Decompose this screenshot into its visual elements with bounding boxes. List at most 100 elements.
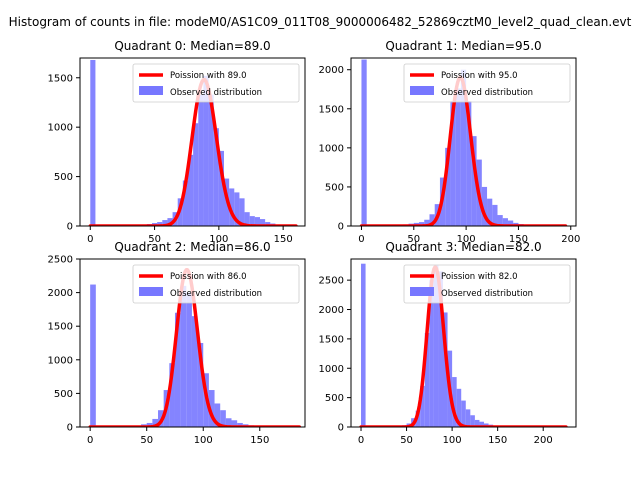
histogram-bar — [470, 415, 475, 427]
legend-box — [132, 63, 300, 103]
legend-box — [403, 63, 571, 103]
y-tick-label: 0 — [67, 222, 73, 233]
axes-frame — [350, 57, 577, 227]
y-tick-label: 2000 — [48, 288, 73, 299]
histogram-bar — [208, 390, 215, 427]
y-tick-label: 500 — [54, 172, 73, 183]
y-tick-label: 0 — [67, 423, 73, 434]
subplot-title: Quadrant 1: Median=95.0 — [385, 39, 541, 53]
x-tick-label: 200 — [534, 435, 553, 446]
legend-hist-label: Observed distribution — [170, 289, 262, 299]
x-tick-label: 150 — [250, 435, 269, 446]
subplot-title: Quadrant 3: Median=82.0 — [385, 240, 541, 254]
x-tick-label: 100 — [457, 234, 476, 245]
histogram-bar — [167, 218, 173, 226]
histogram-bar — [361, 263, 366, 427]
histogram-bar — [507, 220, 514, 226]
legend-curve-label: Poission with 95.0 — [441, 71, 518, 81]
legend-hist-label: Observed distribution — [441, 289, 533, 299]
x-tick-label: 150 — [509, 234, 528, 245]
legend-hist-swatch — [410, 86, 434, 95]
legend-hist-swatch — [410, 287, 434, 296]
figure-suptitle: Histogram of counts in file: modeM0/AS1C… — [9, 15, 632, 29]
y-tick-label: 1500 — [48, 322, 73, 333]
histogram-bar — [90, 284, 96, 427]
axes-frame — [79, 57, 306, 227]
y-tick-label: 500 — [54, 389, 73, 400]
histogram-bar — [234, 192, 240, 226]
histogram-bar — [450, 100, 456, 226]
histogram-bar — [438, 271, 444, 427]
histogram-bar — [229, 188, 235, 226]
legend-hist-swatch — [139, 86, 163, 95]
histogram-bar — [218, 150, 224, 226]
y-tick-label: 500 — [325, 182, 344, 193]
y-tick-label: 1000 — [48, 123, 73, 134]
legend-box — [403, 264, 571, 304]
x-tick-label: 50 — [140, 435, 153, 446]
histogram-bar — [225, 418, 232, 427]
histogram-bar — [502, 218, 508, 226]
histogram-bar — [198, 94, 204, 226]
plot-area — [88, 268, 305, 427]
y-tick-label: 2000 — [319, 65, 344, 76]
y-tick-label: 500 — [325, 393, 344, 404]
y-tick-label: 1000 — [48, 355, 73, 366]
histogram-bar — [474, 419, 480, 427]
histogram-bar — [244, 212, 250, 226]
histogram-bar — [361, 59, 367, 226]
x-tick-label: 100 — [194, 435, 213, 446]
histogram-bar — [182, 180, 188, 226]
histogram-bar — [429, 280, 434, 427]
axes-frame — [350, 258, 577, 428]
histogram-bar — [162, 220, 168, 226]
histogram-bar — [433, 265, 439, 427]
histogram-bar — [193, 123, 199, 226]
histogram-bar — [452, 377, 457, 427]
subplot-quadrant-3: 0 50 100 150 20005001000150020002500Quadrant… — [319, 240, 577, 446]
x-tick-label: 0 — [87, 234, 93, 245]
y-tick-label: 2000 — [319, 305, 344, 316]
x-tick-label: 150 — [488, 435, 507, 446]
y-tick-label: 1000 — [319, 143, 344, 154]
x-tick-label: 50 — [407, 234, 420, 245]
histogram-bar — [487, 198, 493, 226]
histogram-bar — [455, 88, 461, 226]
histogram-bar — [443, 312, 448, 427]
histogram-bar — [460, 69, 467, 226]
legend-hist-swatch — [139, 287, 163, 296]
histogram-bar — [465, 409, 471, 427]
subplot-title: Quadrant 0: Median=89.0 — [114, 39, 270, 53]
histogram-bar — [239, 198, 245, 226]
legend-curve-label: Poission with 82.0 — [441, 272, 518, 282]
histogram-bar — [415, 410, 421, 427]
histogram-bar — [424, 219, 430, 226]
histogram-bar — [231, 420, 238, 427]
y-tick-label: 1500 — [319, 104, 344, 115]
legend-hist-label: Observed distribution — [170, 88, 262, 98]
y-tick-label: 2500 — [48, 255, 73, 266]
poisson-curve — [88, 268, 302, 427]
histogram-bar — [146, 422, 153, 427]
histogram-bar — [492, 204, 498, 226]
x-tick-label: 200 — [561, 234, 580, 245]
histogram-bar — [174, 312, 181, 427]
histogram-bar — [481, 186, 488, 226]
histogram-bar — [466, 100, 472, 226]
x-tick-label: 0 — [358, 435, 364, 446]
histogram-bar — [169, 363, 175, 427]
histogram-bar — [203, 75, 209, 226]
histogram-bar — [180, 285, 187, 427]
axes-frame — [79, 258, 306, 428]
histogram-bar — [456, 388, 462, 427]
histogram-bar — [90, 59, 96, 226]
x-tick-label: 150 — [274, 234, 293, 245]
histogram-bar — [420, 385, 425, 427]
y-tick-label: 1500 — [48, 73, 73, 84]
histogram-bar — [249, 216, 255, 226]
subplot-title: Quadrant 2: Median=86.0 — [114, 240, 270, 254]
x-tick-label: 100 — [443, 435, 462, 446]
histogram-bar — [152, 418, 159, 427]
histogram-bar — [424, 333, 430, 427]
